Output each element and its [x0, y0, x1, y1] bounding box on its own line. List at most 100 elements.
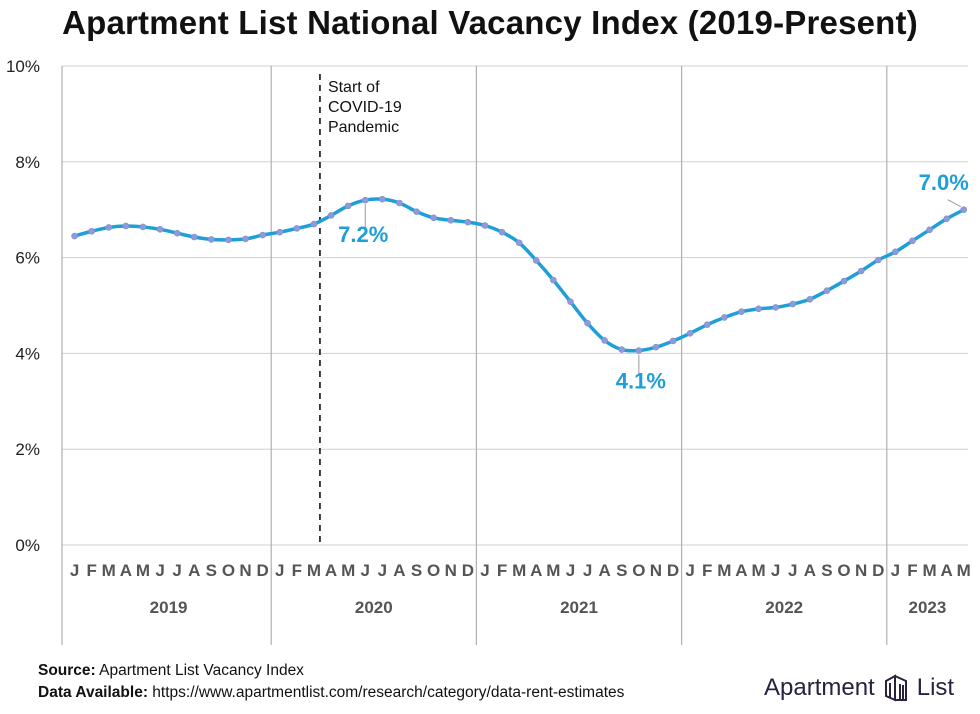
- data-point: [190, 233, 198, 241]
- annotation-label: 7.0%: [919, 170, 969, 195]
- data-point: [721, 314, 728, 321]
- data-point: [208, 236, 215, 243]
- x-month-label: M: [136, 561, 150, 580]
- building-logo-icon: [884, 674, 907, 702]
- x-month-label: D: [257, 561, 269, 580]
- data-point: [686, 329, 694, 337]
- x-month-label: D: [872, 561, 884, 580]
- data-point: [943, 215, 950, 223]
- x-month-label: M: [922, 561, 936, 580]
- x-year-label: 2019: [150, 598, 188, 617]
- x-month-label: J: [155, 561, 164, 580]
- x-year-label: 2023: [908, 598, 946, 617]
- data-point: [892, 248, 899, 256]
- x-month-label: J: [583, 561, 592, 580]
- x-month-label: A: [735, 561, 747, 580]
- x-month-label: M: [102, 561, 116, 580]
- data-point: [430, 214, 437, 222]
- y-tick-label: 6%: [15, 249, 40, 268]
- data-point: [242, 235, 249, 243]
- data-available-line: Data Available: https://www.apartmentlis…: [38, 682, 624, 704]
- x-year-label: 2021: [560, 598, 598, 617]
- data-point: [806, 295, 814, 303]
- apartment-list-logo: Apartment List: [764, 671, 954, 705]
- x-month-label: M: [341, 561, 355, 580]
- x-month-label: D: [667, 561, 679, 580]
- data-point: [840, 277, 848, 285]
- data-point: [584, 319, 591, 327]
- x-month-label: M: [546, 561, 560, 580]
- chart-grid: [61, 65, 968, 645]
- data-point: [703, 321, 711, 328]
- data-point: [122, 222, 130, 230]
- data-point: [652, 343, 660, 351]
- data-available-url[interactable]: https://www.apartmentlist.com/research/c…: [152, 684, 625, 701]
- y-tick-label: 4%: [15, 344, 40, 363]
- data-point: [173, 229, 181, 237]
- data-point: [71, 232, 78, 240]
- x-month-label: A: [804, 561, 816, 580]
- x-month-label: J: [891, 561, 900, 580]
- data-point: [276, 228, 284, 236]
- data-point: [413, 208, 420, 215]
- chart-title: Apartment List National Vacancy Index (2…: [62, 4, 918, 41]
- event-label-line: COVID-19: [328, 99, 402, 116]
- x-month-label: A: [188, 561, 200, 580]
- data-point: [874, 256, 882, 264]
- x-month-label: A: [941, 561, 953, 580]
- x-month-label: F: [907, 561, 917, 580]
- data-point: [498, 228, 506, 236]
- x-month-label: O: [632, 561, 645, 580]
- data-point: [550, 276, 557, 284]
- data-point: [755, 305, 762, 313]
- x-month-label: J: [480, 561, 489, 580]
- data-point: [379, 195, 386, 203]
- data-point: [618, 346, 626, 353]
- x-month-label: N: [445, 561, 457, 580]
- vacancy-series: [71, 195, 968, 354]
- x-month-label: J: [378, 561, 387, 580]
- data-point: [857, 267, 865, 275]
- y-tick-label: 8%: [15, 153, 40, 172]
- x-month-label: O: [427, 561, 440, 580]
- logo-word-list: List: [916, 674, 955, 701]
- data-point: [789, 300, 797, 308]
- series-line: [74, 197, 965, 353]
- chart-footer: Source: Apartment List Vacancy Index Dat…: [38, 660, 624, 704]
- x-month-label: N: [239, 561, 251, 580]
- data-point: [88, 227, 95, 235]
- y-tick-label: 2%: [15, 440, 40, 459]
- data-point: [960, 206, 968, 213]
- x-month-label: M: [957, 561, 971, 580]
- y-tick-label: 10%: [6, 57, 40, 76]
- data-point: [293, 225, 301, 232]
- x-month-label: M: [751, 561, 765, 580]
- data-point: [447, 216, 455, 224]
- data-point: [669, 337, 677, 345]
- source-line: Source: Apartment List Vacancy Index: [38, 660, 624, 682]
- x-month-label: J: [275, 561, 284, 580]
- y-tick-label: 0%: [15, 536, 40, 555]
- x-month-label: M: [307, 561, 321, 580]
- data-point: [156, 226, 164, 233]
- x-month-label: F: [86, 561, 96, 580]
- x-month-label: J: [685, 561, 694, 580]
- data-point: [361, 196, 369, 204]
- data-point: [225, 236, 232, 244]
- x-month-label: S: [411, 561, 422, 580]
- data-point: [259, 231, 266, 239]
- data-point: [635, 347, 643, 354]
- source-label: Source:: [38, 662, 96, 679]
- x-month-label: A: [120, 561, 132, 580]
- x-month-label: F: [292, 561, 302, 580]
- x-month-label: O: [837, 561, 850, 580]
- x-month-label: D: [462, 561, 474, 580]
- annotation-label: 4.1%: [616, 369, 666, 394]
- x-month-label: J: [566, 561, 575, 580]
- x-month-label: J: [70, 561, 79, 580]
- data-point: [823, 287, 831, 294]
- x-month-label: A: [599, 561, 611, 580]
- x-month-label: N: [650, 561, 662, 580]
- data-point: [738, 308, 745, 316]
